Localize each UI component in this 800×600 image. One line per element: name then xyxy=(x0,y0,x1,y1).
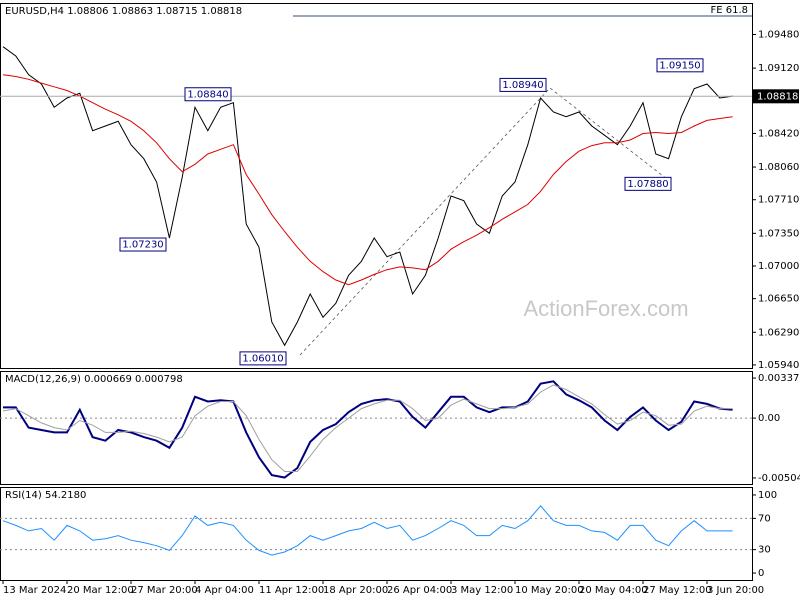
x-tick-label: 26 Apr 04:00 xyxy=(387,585,452,596)
rsi-panel xyxy=(0,487,753,581)
x-tick-label: 20 Mar 12:00 xyxy=(67,585,134,596)
x-tick-label: 20 May 04:00 xyxy=(579,585,648,596)
x-tick-label: 13 Mar 2024 xyxy=(3,585,66,596)
macd-panel xyxy=(0,371,753,485)
y-tick-label: 1.09480 xyxy=(758,30,799,41)
series-line xyxy=(2,74,733,286)
y-tick-label: 1.07710 xyxy=(758,195,799,206)
series-line xyxy=(2,46,733,347)
y-tick-label: 0.00 xyxy=(758,413,780,424)
y-tick-label: 30 xyxy=(758,545,771,556)
series-line xyxy=(2,505,733,556)
y-tick-label: 1.07350 xyxy=(758,228,799,239)
annotation-box xyxy=(624,176,672,191)
annotation-label: 1.07880 xyxy=(627,179,668,190)
x-tick-label: 3 Jun 20:00 xyxy=(707,585,764,596)
annotation-label: 1.08940 xyxy=(502,80,543,91)
y-tick-label: 100 xyxy=(758,490,777,501)
y-tick-label: -0.00504 xyxy=(758,473,800,484)
annotation-label: 1.08840 xyxy=(187,89,228,100)
y-tick-label: 1.05940 xyxy=(758,360,799,371)
macd-title: MACD(12,26,9) 0.000669 0.000798 xyxy=(5,374,183,385)
rsi-title: RSI(14) 54.2180 xyxy=(5,490,86,501)
x-tick-label: 18 Apr 20:00 xyxy=(323,585,388,596)
y-tick-label: 1.07000 xyxy=(758,261,799,272)
annotation-box xyxy=(499,77,547,92)
annotation-box xyxy=(119,237,167,252)
y-tick-label: 1.09120 xyxy=(758,63,799,74)
y-tick-label: 0.003375 xyxy=(758,373,800,384)
fe-label: FE 61.8 xyxy=(710,5,748,16)
annotation-label: 1.07230 xyxy=(122,240,163,251)
price-title: EURUSD,H4 1.08806 1.08863 1.08715 1.0881… xyxy=(5,6,242,17)
y-tick-label: 1.06650 xyxy=(758,294,799,305)
last-price-label: 1.08818 xyxy=(757,91,798,102)
y-tick-label: 70 xyxy=(758,513,771,524)
y-tick-label: 1.08420 xyxy=(758,128,799,139)
last-price-box xyxy=(753,89,799,104)
x-tick-label: 11 Apr 12:00 xyxy=(259,585,324,596)
annotation-box xyxy=(184,87,232,102)
x-tick-label: 4 Apr 04:00 xyxy=(195,585,254,596)
y-tick-label: 1.06290 xyxy=(758,327,799,338)
series-line xyxy=(3,380,733,479)
y-tick-label: 0 xyxy=(758,568,764,579)
x-tick-label: 3 May 12:00 xyxy=(451,585,513,596)
fibo-line xyxy=(299,87,673,356)
annotation-label: 1.06010 xyxy=(242,353,283,364)
annotation-box xyxy=(656,58,704,73)
x-tick-label: 10 May 20:00 xyxy=(515,585,584,596)
y-tick-label: 1.08060 xyxy=(758,162,799,173)
x-tick-label: 27 May 12:00 xyxy=(643,585,712,596)
annotation-label: 1.09150 xyxy=(659,60,700,71)
annotation-box xyxy=(239,351,287,366)
x-tick-label: 27 Mar 20:00 xyxy=(131,585,198,596)
series-line xyxy=(2,384,733,472)
watermark: ActionForex.com xyxy=(523,296,688,321)
price-panel xyxy=(0,3,753,369)
